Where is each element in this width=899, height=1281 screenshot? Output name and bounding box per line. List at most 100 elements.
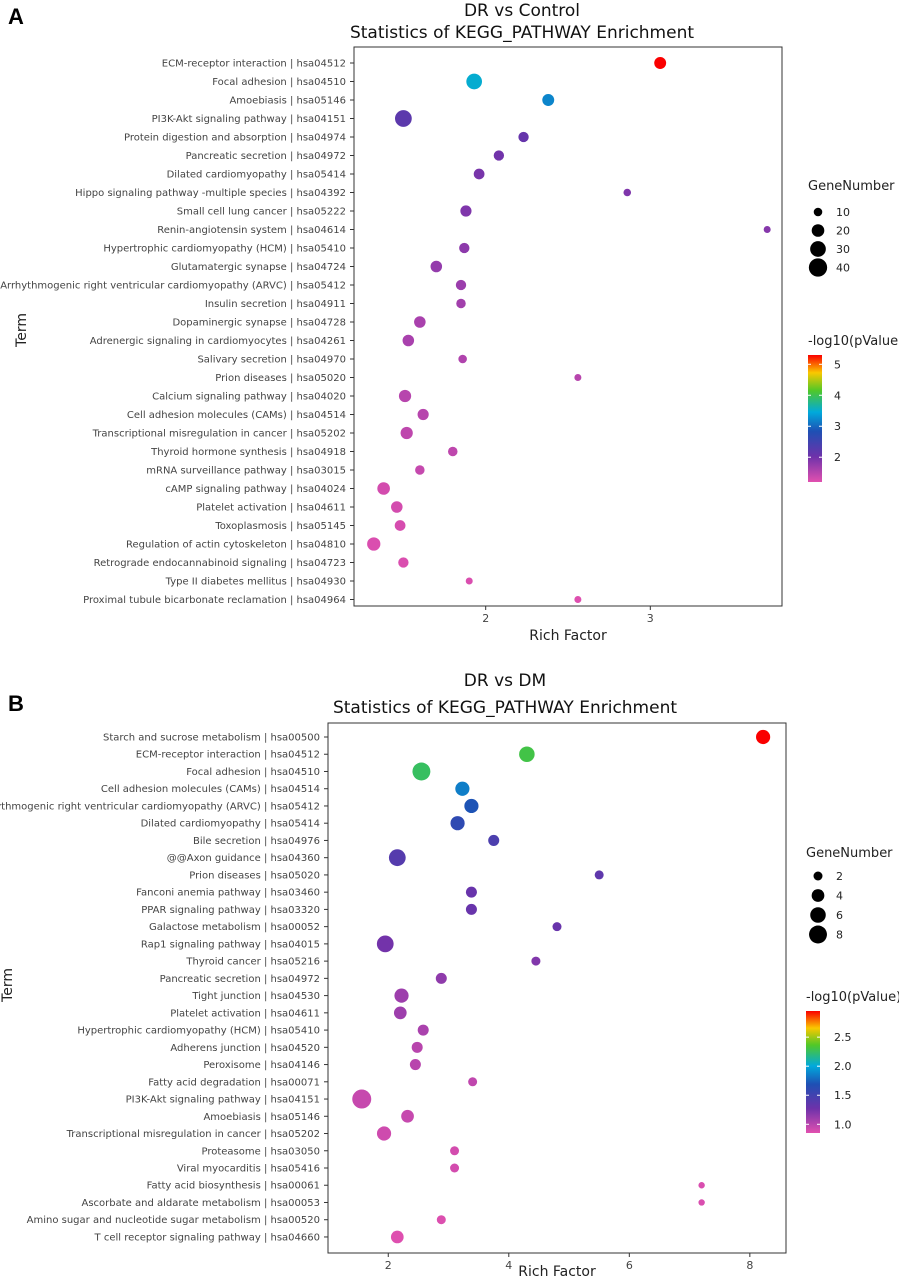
data-point [367, 537, 381, 551]
size-legend-dot [810, 241, 826, 257]
term-label: Tight junction | hsa04530 [191, 991, 320, 1002]
size-legend-label: 2 [836, 870, 843, 883]
data-point [436, 1215, 446, 1225]
term-label: Hypertrophic cardiomyopathy (HCM) | hsa0… [77, 1026, 320, 1037]
data-point [388, 849, 406, 867]
term-label: Rap1 signaling pathway | hsa04015 [141, 939, 320, 950]
data-point [435, 972, 447, 984]
term-label: Thyroid cancer | hsa05216 [185, 957, 320, 968]
term-label: Focal adhesion | hsa04510 [186, 767, 320, 778]
y-axis-title: Term [14, 313, 30, 348]
data-point [450, 1146, 460, 1156]
data-point [456, 298, 466, 309]
data-point [409, 1059, 421, 1071]
data-point [394, 520, 406, 531]
term-label: Proximal tubule bicarbonate reclamation … [83, 595, 346, 606]
data-point [594, 870, 604, 880]
data-point [763, 226, 771, 233]
x-tick-label: 2 [482, 612, 489, 625]
data-point [412, 762, 431, 781]
x-axis-title: Rich Factor [529, 628, 607, 644]
term-label: Calcium signaling pathway | hsa04020 [152, 392, 346, 403]
panel-label: A [8, 4, 24, 29]
term-label: Hippo signaling pathway -multiple specie… [75, 188, 346, 199]
term-label: PI3K-Akt signaling pathway | hsa04151 [126, 1095, 320, 1106]
data-point [394, 110, 412, 127]
data-point [468, 1077, 478, 1087]
size-legend-title: GeneNumber [806, 846, 893, 861]
term-label: Amoebiasis | hsa05146 [229, 96, 346, 107]
data-point [459, 242, 470, 254]
term-label: Glutamatergic synapse | hsa04724 [171, 262, 346, 273]
color-tick-label: 2 [834, 451, 841, 464]
term-label: Cell adhesion molecules (CAMs) | hsa0451… [101, 784, 320, 795]
chart-title: DR vs DM [464, 671, 546, 691]
data-point [390, 1230, 404, 1244]
data-point [466, 73, 483, 90]
data-point [394, 988, 409, 1003]
data-point [448, 446, 458, 457]
data-point [430, 260, 443, 273]
term-label: Starch and sucrose metabolism | hsa00500 [103, 733, 320, 744]
term-label: Amino sugar and nucleotide sugar metabol… [27, 1215, 320, 1226]
y-axis-title: Term [0, 968, 16, 1003]
size-legend-dot [813, 207, 823, 217]
color-legend-title: -log10(pValue) [808, 334, 899, 349]
size-legend-label: 10 [836, 206, 850, 219]
term-label: Fatty acid degradation | hsa00071 [148, 1077, 320, 1088]
term-label: Cell adhesion molecules (CAMs) | hsa0451… [127, 410, 346, 421]
term-label: Transcriptional misregulation in cancer … [92, 429, 346, 440]
color-bar [806, 1011, 820, 1133]
term-label: Hypertrophic cardiomyopathy (HCM) | hsa0… [103, 244, 346, 255]
term-label: Salivary secretion | hsa04970 [197, 355, 346, 366]
term-label: Fanconi anemia pathway | hsa03460 [136, 888, 320, 899]
data-point [756, 729, 771, 745]
data-point [402, 334, 415, 347]
term-label: Insulin secretion | hsa04911 [205, 299, 346, 310]
size-legend-label: 8 [836, 929, 843, 942]
size-legend-label: 30 [836, 243, 850, 256]
size-legend-dot [813, 871, 823, 881]
term-label: Adherens junction | hsa04520 [170, 1043, 320, 1054]
data-point [552, 922, 562, 932]
data-point [464, 798, 479, 814]
data-point [574, 596, 582, 603]
size-legend-label: 40 [836, 262, 850, 275]
term-label: @@Axon guidance | hsa04360 [167, 853, 320, 864]
term-label: ECM-receptor interaction | hsa04512 [136, 750, 320, 761]
x-tick-label: 3 [647, 612, 654, 625]
term-label: Dopaminergic synapse | hsa04728 [172, 318, 346, 329]
data-point [411, 1041, 423, 1053]
term-label: mRNA surveillance pathway | hsa03015 [146, 466, 346, 477]
chart-subtitle: Statistics of KEGG_PATHWAY Enrichment [333, 698, 677, 718]
data-point [542, 94, 555, 106]
panel-b: B DR vs DM Statistics of KEGG_PATHWAY Enri… [0, 671, 899, 1280]
x-axis-title: Rich Factor [518, 1264, 596, 1280]
term-label: PI3K-Akt signaling pathway | hsa04151 [152, 114, 346, 125]
data-point [376, 935, 394, 953]
term-label: Thyroid hormone synthesis | hsa04918 [150, 447, 346, 458]
data-point [531, 956, 541, 966]
data-point [518, 131, 529, 143]
data-point [488, 834, 500, 846]
size-legend-label: 4 [836, 890, 843, 903]
size-legend-dot [810, 907, 826, 923]
data-point [417, 408, 429, 421]
term-label: Focal adhesion | hsa04510 [212, 77, 346, 88]
data-point [623, 188, 632, 197]
data-point [393, 1006, 407, 1020]
term-label: Ascorbate and aldarate metabolism | hsa0… [81, 1198, 320, 1209]
term-label: Peroxisome | hsa04146 [203, 1060, 320, 1071]
data-point [391, 501, 403, 513]
data-point [398, 389, 412, 403]
term-label: Platelet activation | hsa04611 [170, 1008, 320, 1019]
term-label: Regulation of actin cytoskeleton | hsa04… [126, 540, 346, 551]
x-tick-label: 4 [505, 1259, 512, 1272]
color-tick-label: 1.0 [834, 1118, 852, 1131]
data-point [698, 1182, 705, 1189]
color-bar [808, 355, 822, 482]
x-tick-label: 8 [746, 1259, 753, 1272]
data-point [460, 205, 472, 217]
